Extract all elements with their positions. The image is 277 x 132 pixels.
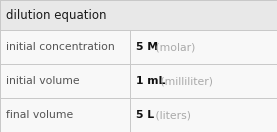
Bar bbox=[0, 0, 277, 30]
Bar bbox=[0, 98, 130, 132]
Text: final volume: final volume bbox=[6, 110, 73, 120]
Text: (liters): (liters) bbox=[152, 110, 191, 120]
Bar bbox=[0, 30, 130, 64]
Text: (molar): (molar) bbox=[152, 42, 195, 52]
Text: dilution equation: dilution equation bbox=[6, 8, 106, 22]
Text: 5 L: 5 L bbox=[136, 110, 154, 120]
Bar bbox=[130, 64, 277, 98]
Text: initial concentration: initial concentration bbox=[6, 42, 115, 52]
Text: 5 M: 5 M bbox=[136, 42, 158, 52]
Bar bbox=[130, 98, 277, 132]
Bar bbox=[0, 64, 130, 98]
Text: 1 mL: 1 mL bbox=[136, 76, 165, 86]
Text: initial volume: initial volume bbox=[6, 76, 79, 86]
Bar bbox=[130, 30, 277, 64]
Text: (milliliter): (milliliter) bbox=[157, 76, 213, 86]
